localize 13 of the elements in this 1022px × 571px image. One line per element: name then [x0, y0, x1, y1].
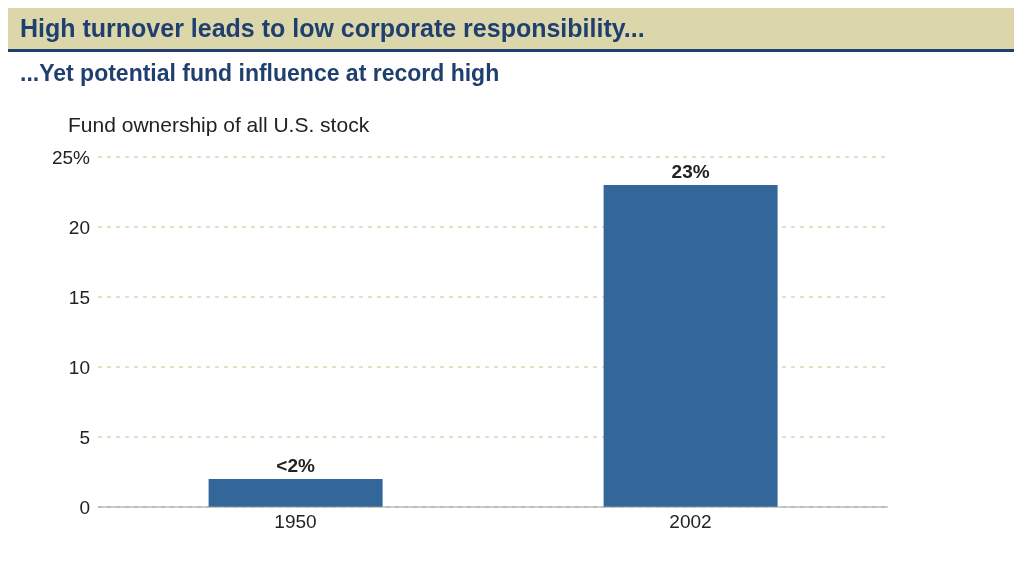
data-label: 23% — [671, 161, 710, 182]
y-tick-label: 5 — [79, 426, 90, 448]
y-axis-title: Fund ownership of all U.S. stock — [67, 112, 371, 137]
y-tick-label: 15 — [68, 286, 90, 308]
y-tick-label: 20 — [68, 216, 90, 238]
y-tick-label: 0 — [79, 496, 90, 518]
x-tick-label: 1950 — [274, 511, 317, 533]
y-tick-label: 10 — [68, 356, 90, 378]
data-label: <2% — [276, 455, 315, 476]
chart-subtitle: ...Yet potential fund influence at record high — [19, 59, 501, 87]
y-tick-label: 25% — [51, 146, 91, 168]
x-tick-label: 2002 — [669, 511, 712, 533]
chart-title: High turnover leads to low corporate responsibility... — [8, 8, 1014, 52]
